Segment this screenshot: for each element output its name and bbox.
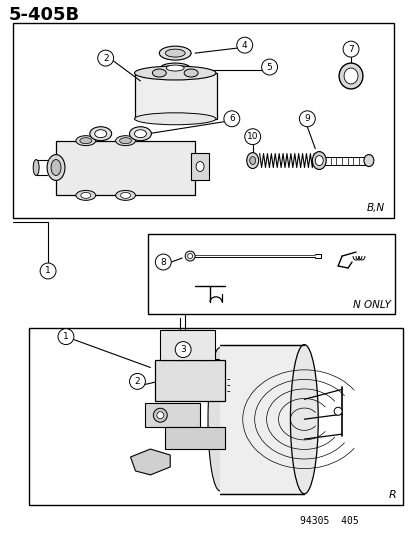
Bar [135,73,217,119]
Ellipse shape [116,136,135,146]
Ellipse shape [134,130,146,138]
Ellipse shape [51,159,61,175]
Ellipse shape [184,69,198,77]
Circle shape [261,59,278,75]
Bar [165,427,225,449]
Bar [56,141,195,196]
Ellipse shape [154,408,167,422]
Text: 1: 1 [45,266,51,276]
Ellipse shape [344,68,358,84]
Text: 2: 2 [134,377,140,386]
Bar [13,23,394,218]
Text: 6: 6 [229,114,235,123]
Ellipse shape [312,151,326,169]
Bar [155,360,225,401]
Text: 9: 9 [305,114,310,123]
Ellipse shape [166,65,184,71]
Circle shape [343,41,359,57]
Bar [191,152,209,181]
Circle shape [58,329,74,345]
Text: 5: 5 [267,62,273,71]
Bar [220,345,304,494]
Text: 1: 1 [63,332,69,341]
Ellipse shape [120,138,132,144]
Circle shape [237,37,253,53]
Ellipse shape [250,157,256,165]
Ellipse shape [152,69,166,77]
Text: 10: 10 [247,132,259,141]
Ellipse shape [134,113,216,125]
Text: 3: 3 [180,345,186,354]
Ellipse shape [134,66,216,80]
Ellipse shape [76,136,96,146]
Ellipse shape [129,127,151,141]
Ellipse shape [159,46,191,60]
Ellipse shape [47,155,65,181]
Circle shape [224,111,240,127]
Circle shape [245,129,261,144]
Ellipse shape [76,190,96,200]
Circle shape [155,254,171,270]
Ellipse shape [80,138,92,144]
Text: B,N: B,N [367,203,385,213]
Bar [160,330,215,360]
Text: R: R [389,490,397,500]
Bar [29,328,403,505]
Text: 2: 2 [103,54,108,62]
Circle shape [98,50,114,66]
Text: N ONLY: N ONLY [353,300,391,310]
Ellipse shape [157,411,164,419]
Circle shape [175,342,191,358]
Ellipse shape [196,161,204,172]
Ellipse shape [188,254,193,259]
Ellipse shape [121,192,131,198]
Ellipse shape [339,63,363,89]
Ellipse shape [185,251,195,261]
Polygon shape [131,449,170,475]
Text: 7: 7 [348,45,354,54]
Circle shape [129,374,145,389]
Bar [145,403,200,427]
Ellipse shape [290,345,318,494]
Text: 94305  405: 94305 405 [300,515,359,526]
Bar [149,234,395,314]
Ellipse shape [81,192,91,198]
Ellipse shape [33,159,39,175]
Circle shape [40,263,56,279]
Ellipse shape [95,130,107,138]
Ellipse shape [334,407,342,415]
Text: 8: 8 [161,257,166,266]
Ellipse shape [160,63,190,73]
Ellipse shape [116,190,135,200]
Ellipse shape [90,127,112,141]
Ellipse shape [165,49,185,57]
Ellipse shape [208,348,232,491]
Ellipse shape [364,155,374,166]
Text: 4: 4 [242,41,248,50]
Ellipse shape [247,152,259,168]
Ellipse shape [315,156,323,166]
Text: 5-405B: 5-405B [8,6,79,25]
Circle shape [299,111,315,127]
